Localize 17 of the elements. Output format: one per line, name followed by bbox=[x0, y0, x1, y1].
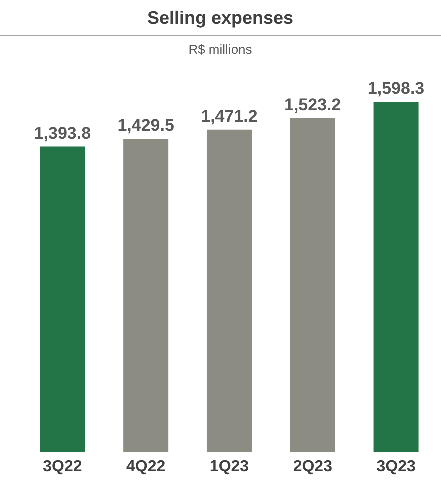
data-label: 1,393.8 bbox=[34, 124, 92, 143]
data-label: 1,523.2 bbox=[284, 95, 342, 114]
bar bbox=[40, 146, 86, 452]
bar bbox=[290, 118, 336, 452]
x-tick-label: 3Q22 bbox=[43, 458, 82, 476]
data-label: 1,429.5 bbox=[118, 116, 174, 135]
data-label: 1,471.2 bbox=[201, 106, 258, 126]
x-tick-label: 3Q23 bbox=[376, 458, 416, 476]
x-tick-label: 4Q22 bbox=[126, 458, 166, 476]
x-tick-label: 1Q23 bbox=[210, 458, 250, 476]
chart-title: Selling expenses bbox=[146, 8, 295, 29]
data-label: 1,598.3 bbox=[368, 79, 425, 98]
x-tick-label: 2Q23 bbox=[293, 458, 333, 476]
bar bbox=[206, 130, 252, 452]
chart-subtitle: R$ millions bbox=[188, 42, 254, 57]
bar bbox=[124, 138, 169, 452]
bar bbox=[374, 102, 419, 452]
